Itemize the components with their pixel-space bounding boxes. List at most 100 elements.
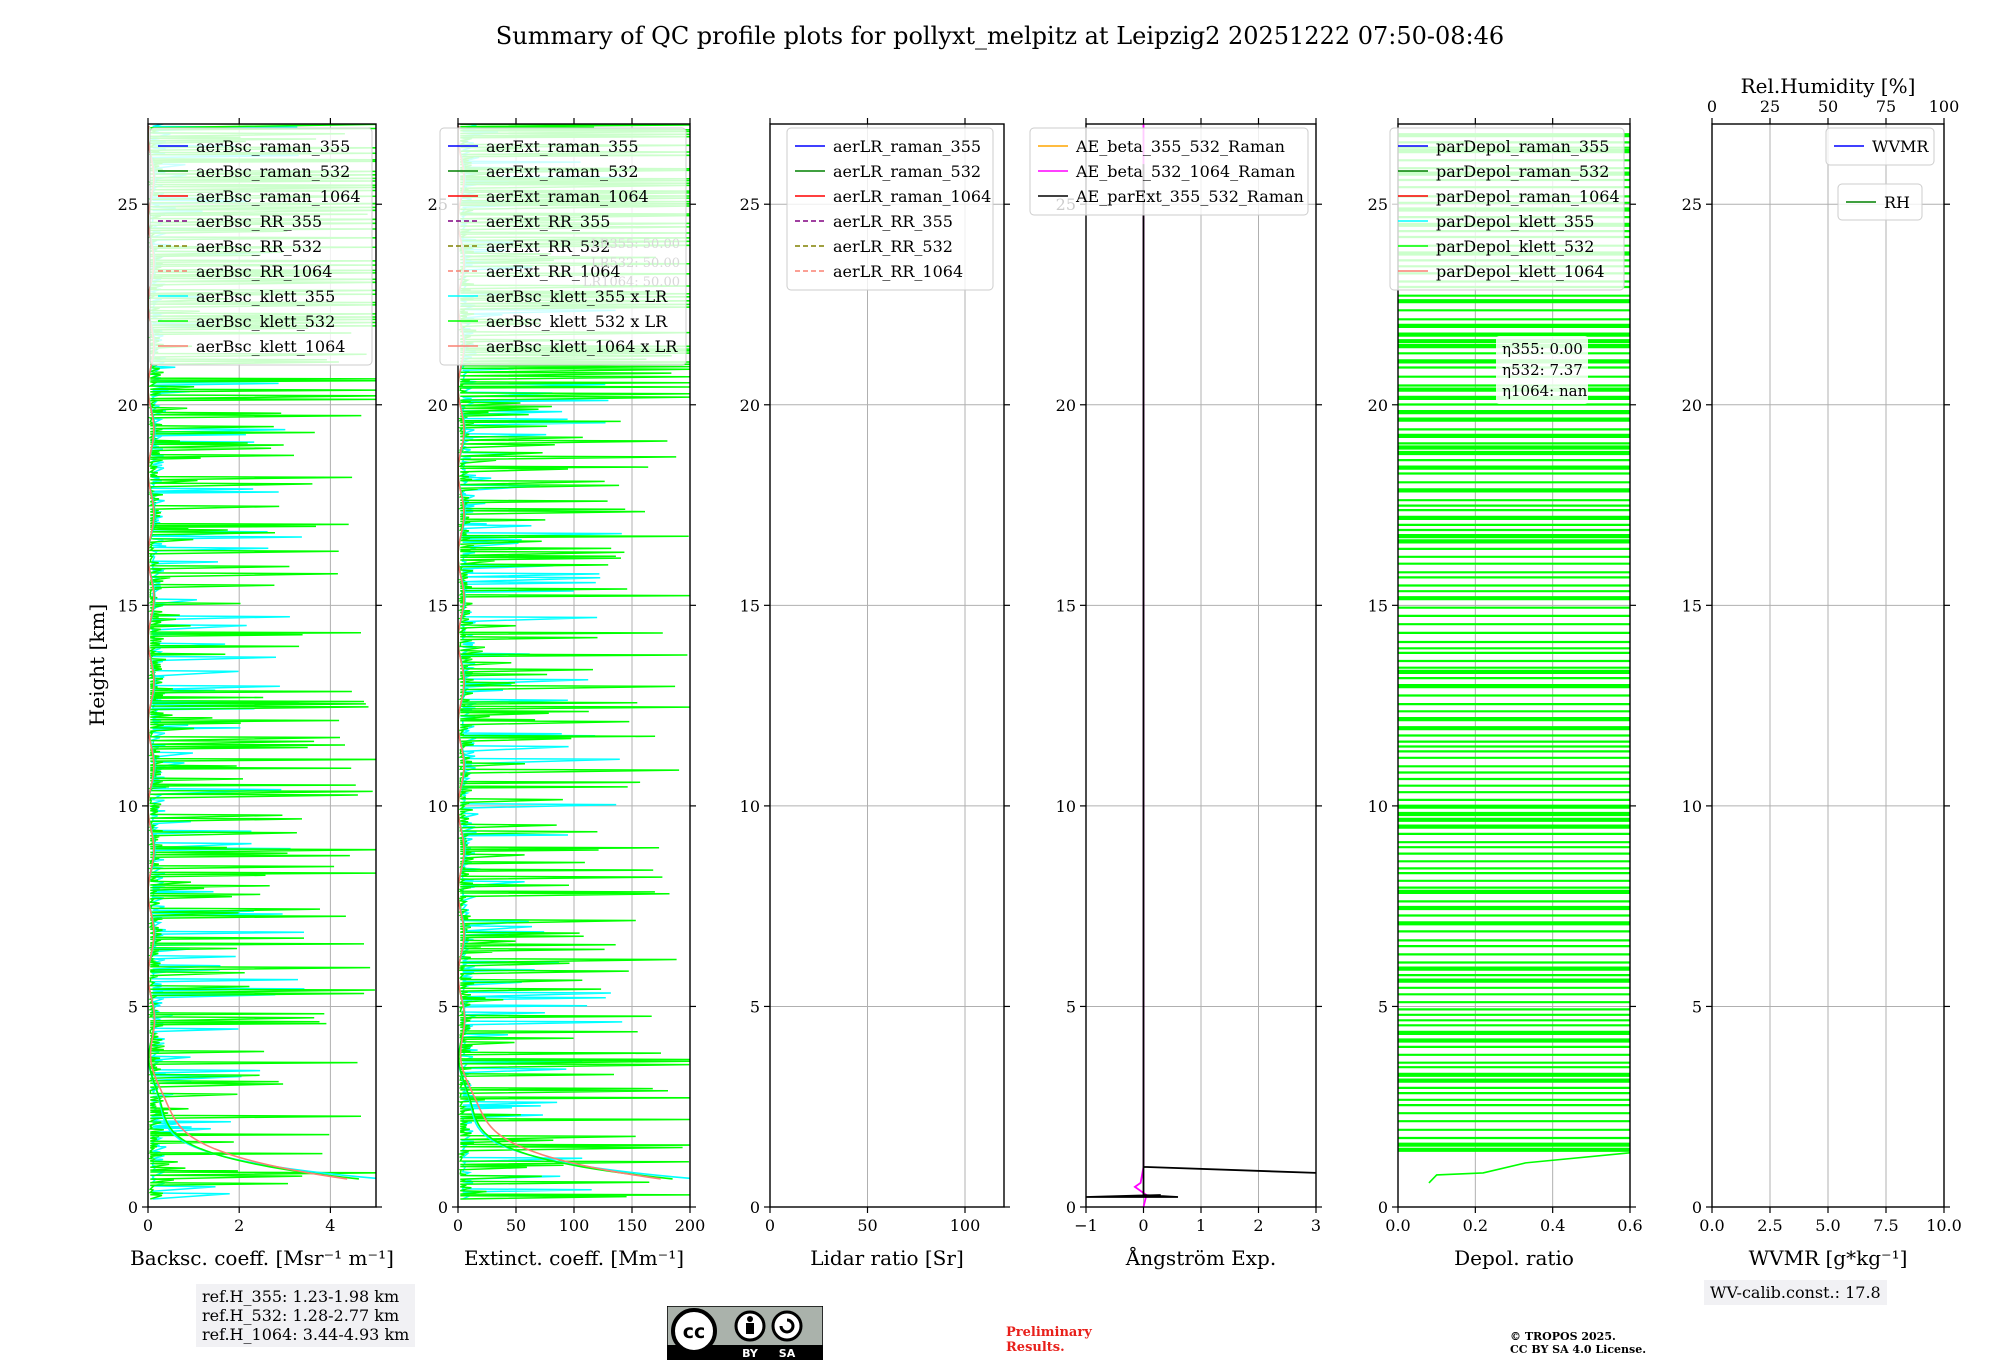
parDepol-klett-532-nearfield [1428, 1152, 1630, 1184]
legend-entry: WVMR [1872, 137, 1929, 156]
preliminary-line-1: Preliminary [1006, 1325, 1092, 1340]
legend-entry: aerExt_raman_1064 [486, 187, 649, 206]
x-tick-label: 0.6 [1617, 1216, 1642, 1235]
legend-angstrom: AE_beta_355_532_Raman AE_beta_532_1064_Ra… [1029, 127, 1309, 216]
cc-license-badge: cc BY SA [667, 1306, 823, 1360]
legend2-entry: RH [1884, 193, 1910, 212]
axes-frame [769, 123, 1005, 1208]
x-tick-label: 4 [325, 1216, 335, 1235]
x-top-tick-label: 0 [1707, 97, 1717, 116]
y-tick-label: 15 [1682, 596, 1702, 615]
legend-entry: aerBsc_raman_355 [196, 137, 350, 156]
y-tick-label: 15 [1368, 596, 1388, 615]
y-tick-label: 10 [1682, 797, 1702, 816]
legend-entry: aerLR_raman_532 [833, 162, 981, 181]
x-tick-label: 5.0 [1815, 1216, 1840, 1235]
y-tick-label: 20 [118, 396, 138, 415]
y-tick-label: 20 [1056, 396, 1076, 415]
x-top-tick-label: 25 [1760, 97, 1780, 116]
x-top-tick-label: 50 [1818, 97, 1838, 116]
x-tick-label: 0.4 [1540, 1216, 1565, 1235]
panel-depol: 0.0 0.2 0.4 0.6 0 5 10 15 20 25 Depol. ratio parDep… [1368, 118, 1643, 1270]
legend-entry: aerLR_raman_355 [833, 137, 981, 156]
legend-entry: aerBsc_klett_1064 [196, 337, 345, 356]
x-tick-label: −1 [1074, 1216, 1098, 1235]
legend-entry: aerExt_RR_532 [486, 237, 610, 256]
x-tick-label: 0 [143, 1216, 153, 1235]
y-tick-label: 25 [740, 195, 760, 214]
y-tick-label: 5 [1692, 997, 1702, 1016]
y-tick-label: 0 [1378, 1198, 1388, 1217]
faded-lr-text: LR1064: 50.00 [583, 275, 680, 290]
cc-sa-label: SA [779, 1347, 796, 1360]
y-tick-label: 5 [750, 997, 760, 1016]
legend-entry: aerBsc_RR_1064 [196, 262, 332, 281]
legend-entry: parDepol_klett_355 [1436, 212, 1594, 231]
wv-calib-text: WV-calib.const.: 17.8 [1710, 1283, 1881, 1302]
x-top-tick-label: 75 [1876, 97, 1896, 116]
eta-value: η1064: nan [1502, 382, 1588, 400]
y-tick-label: 15 [428, 596, 448, 615]
preliminary-note: Preliminary Results. [1006, 1325, 1092, 1355]
x-axis-label: Extinct. coeff. [Mm⁻¹] [464, 1246, 684, 1270]
legend-entry: aerLR_RR_355 [833, 212, 953, 231]
eta-value: η532: 7.37 [1502, 361, 1583, 379]
panel-angstrom: −101230510152025Ångström Exp.AE_beta_355… [1029, 118, 1322, 1270]
x-axis-label: Depol. ratio [1454, 1246, 1574, 1270]
y-tick-label: 0 [128, 1198, 138, 1217]
figure-title: Summary of QC profile plots for pollyxt_… [495, 22, 1505, 50]
panel-backscatter: 0 2 4 0 5 10 15 20 25 Backsc. coeff. [Msr⁻¹ m⁻¹] a… [118, 118, 394, 1270]
legend-entry: parDepol_raman_532 [1436, 162, 1609, 181]
y-tick-label: 5 [438, 997, 448, 1016]
y-tick-label: 15 [118, 596, 138, 615]
legend-box [149, 127, 373, 366]
legend-entry: aerLR_RR_532 [833, 237, 953, 256]
x-top-axis-label: Rel.Humidity [%] [1741, 74, 1916, 98]
axes-frame [147, 123, 377, 1208]
y-tick-label: 0 [1692, 1198, 1702, 1217]
profiles-depol [1398, 133, 1630, 1184]
x-tick-label: 50 [506, 1216, 526, 1235]
reference-height-box: ref.H_355: 1.23-1.98 km ref.H_532: 1.28-… [196, 1284, 416, 1347]
y-tick-label: 10 [428, 797, 448, 816]
x-tick-label: 1 [1196, 1216, 1206, 1235]
y-tick-label: 10 [740, 797, 760, 816]
x-tick-label: 2.5 [1757, 1216, 1782, 1235]
y-axis-label: Height [km] [85, 604, 109, 726]
x-axis-label: Ångström Exp. [1125, 1245, 1276, 1270]
legend-box [786, 127, 994, 291]
legend-box [1825, 127, 1935, 166]
eta-box-bg [1496, 336, 1588, 404]
x-tick-label: 100 [950, 1216, 981, 1235]
legend-box [1029, 127, 1309, 216]
y-tick-label: 0 [438, 1198, 448, 1217]
ref-height-355: ref.H_355: 1.23-1.98 km [202, 1287, 400, 1306]
legend-extinction: aerExt_raman_355 aerExt_raman_532 aerExt_r… [439, 127, 687, 366]
legend-backscatter: aerBsc_raman_355 aerBsc_raman_532 aerBsc_r… [149, 127, 373, 366]
y-tick-label: 5 [1378, 997, 1388, 1016]
legend-entry: aerBsc_RR_532 [196, 237, 322, 256]
y-tick-label: 20 [1368, 396, 1388, 415]
y-tick-label: 20 [1682, 396, 1702, 415]
faded-lr-text: LR355: 50.00 [591, 237, 680, 252]
x-tick-label: 0 [765, 1216, 775, 1235]
ref-height-1064: ref.H_1064: 3.44-4.93 km [202, 1325, 410, 1344]
legend-entry: aerBsc_raman_532 [196, 162, 350, 181]
x-tick-label: 10.0 [1926, 1216, 1962, 1235]
x-axis-label: Lidar ratio [Sr] [810, 1246, 964, 1270]
y-tick-label: 20 [428, 396, 448, 415]
y-tick-label: 10 [1056, 797, 1076, 816]
copyright-note: © TROPOS 2025. CC BY SA 4.0 License. [1510, 1330, 1646, 1356]
x-tick-label: 0.2 [1463, 1216, 1488, 1235]
legend-entry: AE_parExt_355_532_Raman [1075, 187, 1304, 206]
ref-height-532: ref.H_532: 1.28-2.77 km [202, 1306, 400, 1325]
legend-box [1389, 127, 1625, 291]
legend2-box [1837, 183, 1923, 221]
x-axis-label: WVMR [g*kg⁻¹] [1749, 1246, 1908, 1270]
eta-box: η355: 0.00 η532: 7.37 η1064: nan [1496, 336, 1588, 404]
eta-value: η355: 0.00 [1502, 340, 1583, 358]
series-AE_parExt_355_532_Raman [1086, 164, 1316, 1198]
panel-lidar_ratio: 0 50 100 0 5 10 15 20 25 Lidar ratio [Sr] aerLR_ra… [740, 118, 1010, 1270]
x-tick-label: 3 [1311, 1216, 1321, 1235]
panel-wvmr: 0.0 2.5 5.0 7.5 10.0 0 5 10 15 20 25 WVMR [g*kg⁻¹] 0… [1682, 74, 1962, 1270]
